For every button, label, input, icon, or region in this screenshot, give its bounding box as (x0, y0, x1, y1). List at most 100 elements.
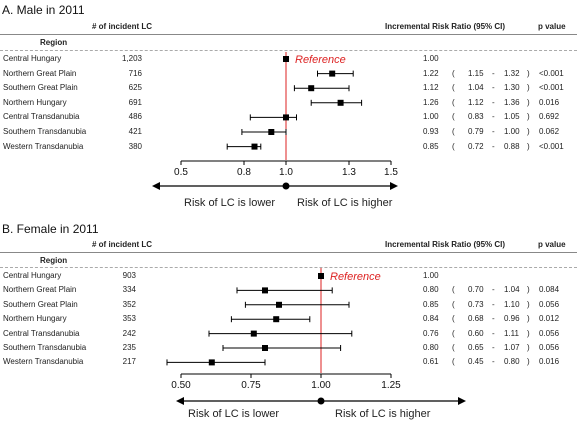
arrow-right-head (458, 397, 466, 405)
ci-lower: 0.60 (468, 328, 484, 338)
incident-count: 334 (122, 285, 136, 295)
divider (0, 252, 577, 253)
ci-dash: - (492, 328, 495, 338)
ci-close-paren: ) (527, 357, 530, 367)
irr-value: 1.00 (423, 271, 439, 280)
header-irr: Incremental Risk Ratio (95% CI) (385, 22, 506, 31)
ci-close-paren: ) (527, 97, 530, 107)
p-value: 0.012 (539, 314, 560, 324)
irr-value: 1.00 (423, 112, 439, 122)
ci-close-paren: ) (527, 328, 530, 338)
table-row: Southern Transdanubia 421 0.93 (0.79-1.00) 0… (0, 125, 577, 139)
ci-close-paren: ) (527, 127, 530, 136)
incident-count: 421 (128, 127, 142, 136)
ci-upper: 0.88 (504, 141, 520, 151)
header-incident: # of incident LC (92, 240, 152, 249)
ci-dash: - (492, 83, 495, 93)
point-estimate (329, 70, 336, 77)
ci-upper: 0.96 (504, 314, 520, 324)
x-tick-label: 1.3 (342, 167, 356, 178)
ci-close-paren: ) (527, 285, 530, 295)
ci-lower: 0.45 (468, 357, 484, 367)
p-value: <0.001 (539, 141, 564, 151)
point-estimate (250, 330, 257, 337)
ci-lower: 0.79 (468, 127, 484, 136)
irr-value: 0.85 (423, 141, 439, 151)
ci-close-paren: ) (527, 299, 530, 309)
reference-label: Reference (295, 54, 346, 66)
panel-title: A. Male in 2011 (2, 3, 85, 17)
incident-count: 380 (128, 141, 142, 151)
ci-open-paren: ( (452, 83, 455, 93)
ci-dash: - (492, 285, 495, 295)
irr-value: 0.76 (423, 328, 439, 338)
p-value: 0.016 (539, 357, 560, 367)
incident-count: 1,203 (121, 54, 142, 63)
table-row: Southern Transdanubia 235 0.80 (0.65-1.07) 0… (0, 341, 577, 355)
x-tick-label: 0.5 (174, 167, 188, 178)
region-name: Western Transdanubia (3, 141, 84, 151)
point-estimate (251, 143, 258, 150)
x-tick-label: 1.0 (279, 167, 293, 178)
region-name: Southern Transdanubia (3, 127, 87, 136)
incident-count: 486 (128, 112, 142, 122)
divider (0, 267, 577, 268)
incident-count: 691 (128, 97, 142, 107)
table-row: Northern Great Plain 716 1.22 (1.15-1.32) <0… (0, 67, 577, 81)
x-tick-label: 1.00 (311, 380, 331, 391)
header-region: Region (40, 256, 68, 265)
x-tick-label: 0.75 (241, 380, 261, 391)
irr-value: 0.85 (423, 299, 439, 309)
ci-upper: 1.10 (504, 299, 520, 309)
ci-upper: 1.04 (504, 285, 520, 295)
arrow-center-dot (282, 182, 290, 190)
ci-lower: 0.72 (468, 141, 484, 151)
table-row: Southern Great Plain 625 1.12 (1.04-1.30) <0… (0, 81, 577, 95)
incident-count: 352 (122, 299, 136, 309)
region-name: Southern Great Plain (3, 83, 78, 93)
risk-lower-label: Risk of LC is lower (188, 408, 280, 420)
p-value: 0.062 (539, 127, 560, 136)
point-estimate (268, 129, 275, 135)
table-row: Central Transdanubia 486 1.00 (0.83-1.05) 0.… (0, 110, 577, 124)
arrow-right-head (390, 182, 398, 190)
point-estimate (276, 301, 282, 308)
region-name: Central Transdanubia (3, 328, 80, 338)
ci-upper: 1.05 (504, 112, 520, 122)
irr-value: 0.80 (423, 343, 439, 352)
ci-dash: - (492, 97, 495, 107)
point-estimate (283, 114, 289, 121)
table-row: Western Transdanubia 217 0.61 (0.45-0.80) 0.… (0, 355, 577, 369)
point-estimate (318, 273, 324, 279)
table-row: Northern Hungary 691 1.26 (1.12-1.36) 0.016 (0, 96, 577, 110)
ci-lower: 0.65 (468, 343, 484, 352)
ci-open-paren: ( (452, 299, 455, 309)
region-name: Central Transdanubia (3, 112, 80, 122)
p-value: 0.016 (539, 97, 560, 107)
ci-dash: - (492, 141, 495, 151)
region-name: Southern Great Plain (3, 299, 78, 309)
header-incident: # of incident LC (92, 22, 152, 31)
table-row: Northern Great Plain 334 0.80 (0.70-1.04) 0.… (0, 283, 577, 297)
ci-lower: 1.12 (468, 97, 484, 107)
table-row: Southern Great Plain 352 0.85 (0.73-1.10) 0.… (0, 298, 577, 312)
ci-open-paren: ( (452, 357, 455, 367)
irr-value: 1.00 (423, 54, 439, 63)
table-row: Western Transdanubia 380 0.85 (0.72-0.88) <0… (0, 140, 577, 154)
table-row: Central Transdanubia 242 0.76 (0.60-1.11) 0.… (0, 327, 577, 341)
point-estimate (262, 287, 268, 294)
table-row: Northern Hungary 353 0.84 (0.68-0.96) 0.012 (0, 312, 577, 326)
region-name: Northern Great Plain (3, 68, 77, 78)
ci-upper: 1.11 (504, 328, 519, 338)
arrow-left-head (176, 397, 184, 405)
ci-lower: 0.70 (468, 285, 484, 295)
ci-upper: 1.36 (504, 97, 520, 107)
p-value: 0.084 (539, 285, 560, 295)
ci-close-paren: ) (527, 141, 530, 151)
incident-count: 903 (122, 271, 136, 280)
risk-lower-label: Risk of LC is lower (184, 197, 276, 209)
region-name: Northern Hungary (3, 314, 67, 324)
ci-dash: - (492, 357, 495, 367)
header-irr: Incremental Risk Ratio (95% CI) (385, 240, 506, 249)
